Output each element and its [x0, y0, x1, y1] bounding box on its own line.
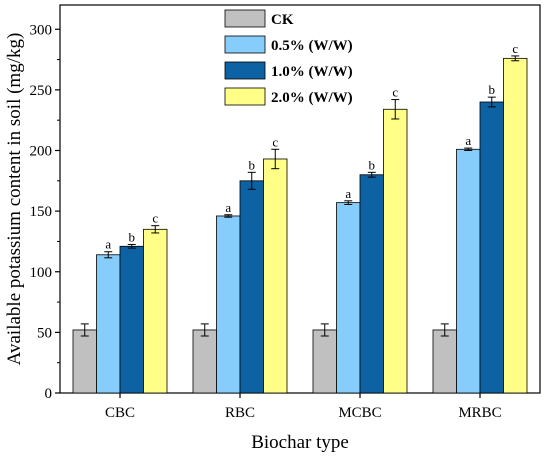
bar — [359, 174, 384, 394]
significance-label: a — [105, 237, 111, 252]
y-axis-title: Available potassium content in soil (mg/… — [4, 33, 25, 366]
legend-label: 0.5% (W/W) — [271, 38, 353, 54]
bar — [192, 329, 217, 394]
x-axis-title: Biochar type — [251, 432, 349, 453]
significance-label: a — [345, 186, 351, 201]
bar — [432, 329, 457, 394]
bar — [503, 57, 528, 394]
bar — [336, 202, 361, 394]
y-tick-label: 200 — [30, 144, 53, 160]
bar — [383, 108, 408, 394]
x-tick-label: CBC — [105, 405, 135, 421]
legend: CK 0.5% (W/W) 1.0% (W/W) 2.0% (W/W) — [224, 9, 353, 106]
significance-label: b — [129, 229, 136, 244]
bars-group: a b c a b c a b c a b c — [72, 41, 528, 394]
bar — [119, 245, 144, 394]
bar — [239, 180, 264, 394]
significance-label: c — [272, 134, 278, 149]
y-tick-label: 50 — [37, 325, 52, 341]
x-tick-label: RBC — [225, 405, 255, 421]
plot-frame — [59, 4, 541, 394]
x-axis: CBC RBC MCBC MRBC — [105, 393, 502, 421]
bar — [263, 158, 288, 394]
y-tick-label: 250 — [30, 83, 53, 99]
legend-swatch — [224, 61, 266, 80]
bar — [96, 254, 121, 394]
legend-swatch — [224, 35, 266, 54]
y-tick-label: 300 — [30, 22, 53, 38]
x-tick-label: MCBC — [338, 405, 381, 421]
legend-swatch — [224, 9, 266, 28]
bar — [72, 329, 97, 394]
significance-label: c — [152, 211, 158, 226]
legend-label: 2.0% (W/W) — [271, 90, 353, 106]
y-tick-label: 150 — [30, 204, 53, 220]
legend-label: 1.0% (W/W) — [271, 64, 353, 80]
y-tick-label: 0 — [45, 386, 53, 402]
legend-swatch — [224, 87, 266, 106]
x-tick-label: MRBC — [458, 405, 501, 421]
bar — [479, 101, 504, 394]
bar — [143, 228, 168, 394]
bar — [456, 148, 481, 394]
y-axis: 0 50 100 150 200 250 300 — [30, 22, 60, 402]
significance-label: c — [512, 41, 518, 56]
bar — [312, 329, 337, 394]
y-tick-label: 100 — [30, 265, 53, 281]
significance-label: b — [249, 157, 256, 172]
significance-label: b — [369, 157, 376, 172]
bar — [216, 215, 241, 394]
significance-label: b — [489, 82, 496, 97]
legend-label: CK — [271, 12, 294, 28]
significance-label: a — [465, 133, 471, 148]
significance-label: c — [392, 85, 398, 100]
significance-label: a — [225, 200, 231, 215]
